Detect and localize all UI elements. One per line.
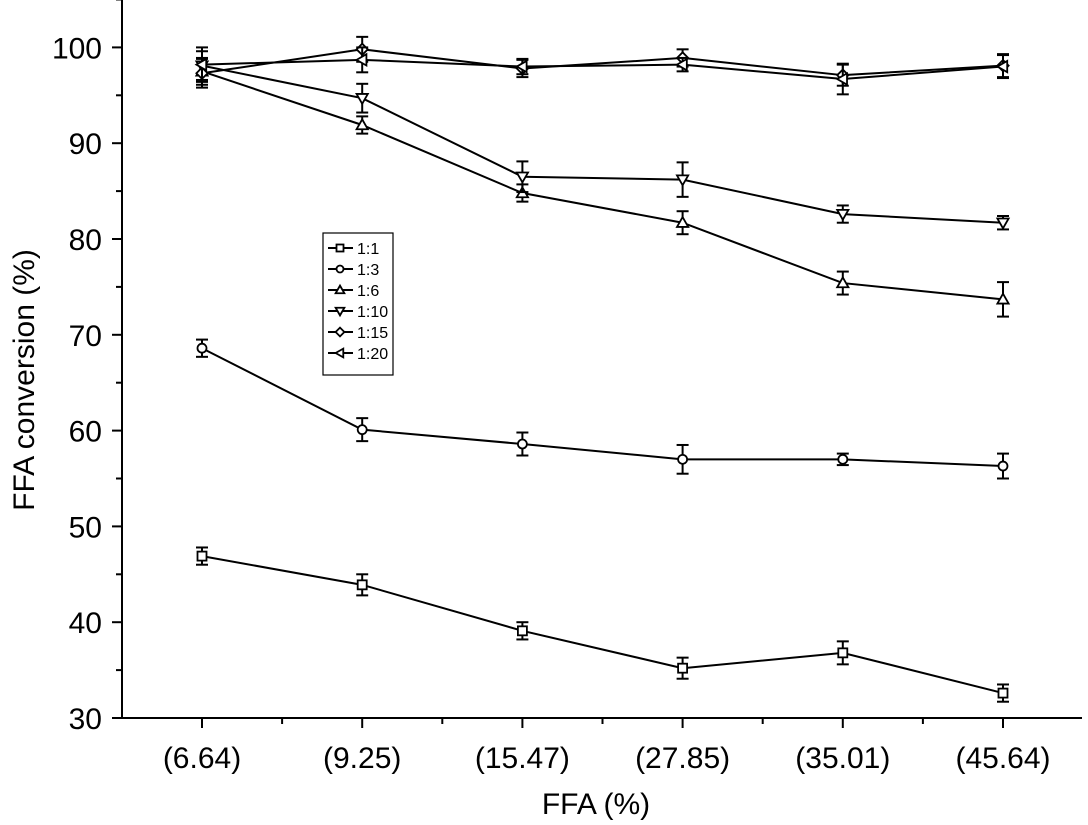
data-point bbox=[837, 453, 849, 465]
data-point bbox=[995, 291, 1011, 305]
data-point bbox=[995, 217, 1011, 231]
data-point bbox=[675, 215, 690, 228]
x-tick-label: (6.64) bbox=[163, 742, 241, 775]
x-tick-label: (15.47) bbox=[475, 742, 570, 775]
series-line bbox=[201, 70, 1004, 301]
data-point bbox=[517, 625, 528, 637]
legend-entry: 1:20 bbox=[328, 346, 388, 363]
series-1-3 bbox=[196, 338, 1009, 480]
series-line bbox=[201, 58, 1004, 81]
data-point bbox=[514, 59, 528, 74]
series-1-20 bbox=[194, 46, 1009, 96]
series-line bbox=[201, 48, 1004, 77]
legend-entry: 1:10 bbox=[328, 304, 388, 321]
legend-entry: 1:15 bbox=[328, 325, 388, 342]
x-tick-label: (27.85) bbox=[635, 742, 730, 775]
data-point bbox=[196, 342, 208, 354]
data-point bbox=[196, 550, 208, 562]
x-tick-label: (35.01) bbox=[795, 742, 890, 775]
series-1-15 bbox=[195, 35, 1010, 89]
y-tick-label: 80 bbox=[69, 224, 102, 257]
y-tick-label: 40 bbox=[69, 607, 102, 640]
legend: 1:1 1:3 1:6 1:10 1:15 1:20 bbox=[322, 232, 394, 376]
y-tick-label: 30 bbox=[69, 703, 102, 736]
data-point bbox=[677, 662, 688, 674]
legend-label: 1:6 bbox=[357, 283, 379, 300]
data-point bbox=[677, 453, 688, 465]
data-point bbox=[356, 424, 368, 436]
legend-entry: 1:1 bbox=[328, 241, 379, 258]
legend-marker bbox=[334, 283, 346, 295]
x-tick-label: (9.25) bbox=[323, 742, 401, 775]
x-axis-title: FFA (%) bbox=[542, 788, 650, 821]
legend-label: 1:20 bbox=[357, 346, 388, 363]
data-point bbox=[355, 117, 370, 131]
y-tick-label: 50 bbox=[69, 511, 102, 544]
data-point bbox=[194, 57, 208, 72]
series-1-1 bbox=[196, 546, 1009, 703]
data-point bbox=[835, 71, 848, 87]
axes: 30 40 50 60 70 80 90 100 (6.64) (9.25) (15.47) (27.… bbox=[52, 0, 1082, 775]
legend-marker bbox=[333, 347, 345, 359]
legend-marker bbox=[334, 326, 346, 338]
data-point bbox=[997, 687, 1009, 699]
series-1-6 bbox=[194, 56, 1011, 318]
series-line bbox=[201, 347, 1004, 468]
series-1-10 bbox=[194, 50, 1011, 231]
y-tick-label: 90 bbox=[69, 128, 102, 161]
legend-entry: 1:6 bbox=[328, 283, 379, 300]
data-point bbox=[675, 57, 688, 72]
legend-marker bbox=[335, 243, 345, 253]
data-point bbox=[837, 647, 849, 659]
data-point bbox=[675, 174, 690, 188]
legend-label: 1:1 bbox=[357, 241, 379, 258]
legend-label: 1:3 bbox=[357, 262, 379, 279]
legend-label: 1:15 bbox=[357, 325, 388, 342]
data-point bbox=[354, 52, 368, 68]
legend-marker bbox=[335, 264, 345, 274]
y-tick-label: 100 bbox=[52, 32, 102, 65]
data-point bbox=[835, 208, 850, 222]
data-point bbox=[515, 171, 530, 185]
y-tick-label: 60 bbox=[69, 416, 102, 449]
legend-entry: 1:3 bbox=[328, 262, 379, 279]
data-point bbox=[517, 438, 528, 450]
data-point bbox=[356, 579, 368, 591]
series-layer bbox=[194, 35, 1011, 703]
legend-label: 1:10 bbox=[357, 304, 388, 321]
series-line bbox=[201, 555, 1004, 695]
y-axis-title: FFA conversion (%) bbox=[8, 249, 41, 511]
data-point bbox=[355, 93, 370, 106]
series-line bbox=[201, 64, 1004, 224]
y-tick-label: 70 bbox=[69, 320, 102, 353]
legend-marker bbox=[334, 306, 346, 318]
data-point bbox=[995, 59, 1009, 74]
x-tick-label: (45.64) bbox=[955, 742, 1050, 775]
legend-box bbox=[322, 232, 394, 376]
data-point bbox=[835, 275, 850, 289]
data-point bbox=[997, 460, 1009, 472]
